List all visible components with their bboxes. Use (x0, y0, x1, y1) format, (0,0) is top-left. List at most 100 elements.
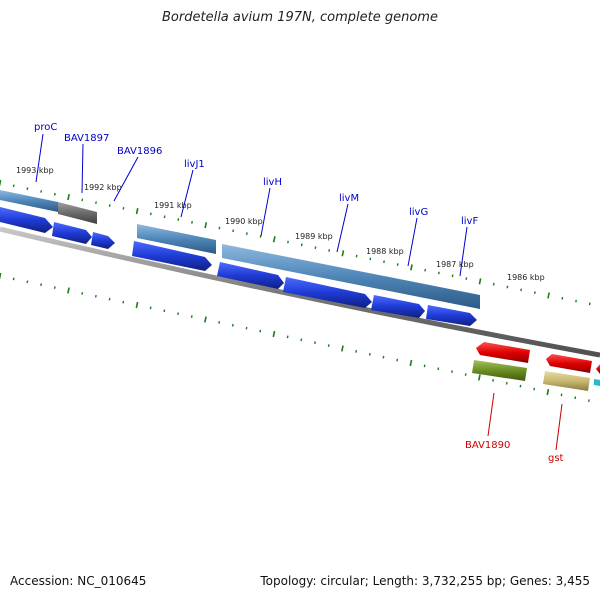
gene-arrow-offscreen[interactable] (596, 364, 600, 374)
pseudo-bar (58, 202, 97, 224)
minor-tick (437, 367, 440, 371)
gene-label-bav1890[interactable]: BAV1890 (465, 440, 510, 451)
reverse-gene-track (476, 342, 600, 374)
minor-tick (300, 338, 303, 342)
minor-tick (355, 350, 358, 353)
leader-line (35, 133, 44, 183)
reverse-label-leaders (487, 392, 563, 451)
major-tick (0, 272, 2, 280)
minor-tick (53, 286, 56, 289)
minor-tick (81, 198, 84, 202)
minor-tick (519, 384, 522, 388)
minor-tick (575, 299, 577, 303)
gene-label-livg[interactable]: livG (409, 207, 428, 218)
minor-tick (259, 329, 262, 333)
major-tick (341, 250, 345, 257)
minor-tick (533, 387, 536, 391)
gene-label-livf[interactable]: livF (461, 216, 478, 227)
gene-label-livm[interactable]: livM (339, 193, 359, 204)
minor-tick (231, 323, 234, 327)
gene-arrow-livj1[interactable] (132, 241, 212, 271)
inner-tick-track (0, 272, 590, 403)
minor-tick (108, 297, 111, 301)
gene-arrow-bav1896[interactable] (91, 232, 115, 249)
minor-tick (40, 283, 43, 287)
feature-bar-olive (472, 360, 527, 381)
forward-gene-labels: proC BAV1897 BAV1896 livJ1 livH livM liv… (34, 122, 478, 227)
minor-tick (327, 344, 330, 347)
accession-label: Accession: NC_010645 (10, 574, 147, 588)
minor-tick (328, 249, 331, 252)
major-tick (546, 388, 550, 396)
leader-line (336, 203, 349, 253)
minor-tick (177, 312, 179, 316)
gene-label-livj1[interactable]: livJ1 (184, 159, 205, 170)
kbp-tick-label: 1987 kbp (436, 260, 474, 269)
minor-tick (149, 306, 152, 310)
major-tick (410, 264, 413, 271)
leader-line (487, 392, 495, 437)
leader-line (113, 156, 139, 202)
operon-track (0, 190, 480, 309)
minor-tick (492, 378, 495, 382)
gene-label-bav1897[interactable]: BAV1897 (64, 133, 109, 144)
outer-tick-track (0, 179, 591, 306)
leader-line (260, 187, 271, 237)
minor-tick (396, 358, 399, 362)
minor-tick (492, 282, 495, 286)
gene-label-livh[interactable]: livH (263, 177, 282, 188)
gene-arrow-livf[interactable] (426, 305, 477, 326)
major-tick (341, 345, 344, 352)
gene-arrow-livm[interactable] (283, 277, 372, 308)
leader-line (459, 226, 468, 277)
major-tick (135, 301, 139, 309)
gene-arrow-bav1897[interactable] (52, 222, 92, 244)
kbp-tick-label: 1986 kbp (507, 273, 545, 282)
minor-tick (53, 192, 56, 196)
minor-tick (163, 309, 166, 313)
reverse-gene-labels: BAV1890 gst (465, 440, 564, 464)
minor-tick (314, 246, 317, 250)
minor-tick (560, 393, 563, 397)
gene-label-gst[interactable]: gst (548, 453, 564, 464)
minor-tick (26, 187, 29, 190)
minor-tick (505, 381, 508, 385)
minor-tick (424, 268, 427, 272)
minor-tick (368, 352, 371, 356)
kbp-tick-label: 1993 kbp (16, 166, 54, 175)
minor-tick (287, 240, 289, 244)
minor-tick (95, 201, 97, 205)
gene-label-bav1896[interactable]: BAV1896 (117, 146, 162, 157)
minor-tick (245, 232, 248, 235)
minor-tick (300, 243, 303, 247)
gene-arrow-livg[interactable] (371, 295, 425, 318)
minor-tick (122, 206, 125, 210)
minor-tick (12, 277, 15, 281)
minor-tick (218, 226, 221, 230)
minor-tick (465, 277, 468, 280)
leader-line (180, 169, 194, 218)
minor-tick (369, 257, 372, 261)
minor-tick (520, 288, 523, 292)
operon-bar-left (0, 190, 58, 212)
gene-arrow-gst[interactable] (546, 354, 592, 373)
major-tick (0, 179, 2, 187)
gene-arrow-livh[interactable] (217, 262, 284, 289)
major-tick (67, 287, 70, 294)
gene-arrow-bav1890[interactable] (476, 342, 530, 363)
minor-tick (191, 220, 193, 224)
kbp-tick-label: 1991 kbp (154, 201, 192, 210)
minor-tick (94, 294, 97, 298)
minor-tick (286, 335, 289, 339)
operon-bar-liv-2 (222, 244, 480, 309)
major-tick (204, 222, 208, 229)
minor-tick (382, 355, 385, 359)
major-tick (272, 330, 276, 338)
major-tick (272, 236, 276, 243)
gene-label-proc[interactable]: proC (34, 122, 57, 133)
kbp-tick-label: 1988 kbp (366, 247, 404, 256)
minor-tick (588, 302, 591, 306)
minor-tick (451, 274, 454, 278)
forward-gene-track (0, 207, 477, 326)
gene-arrow-procb[interactable] (0, 207, 53, 233)
